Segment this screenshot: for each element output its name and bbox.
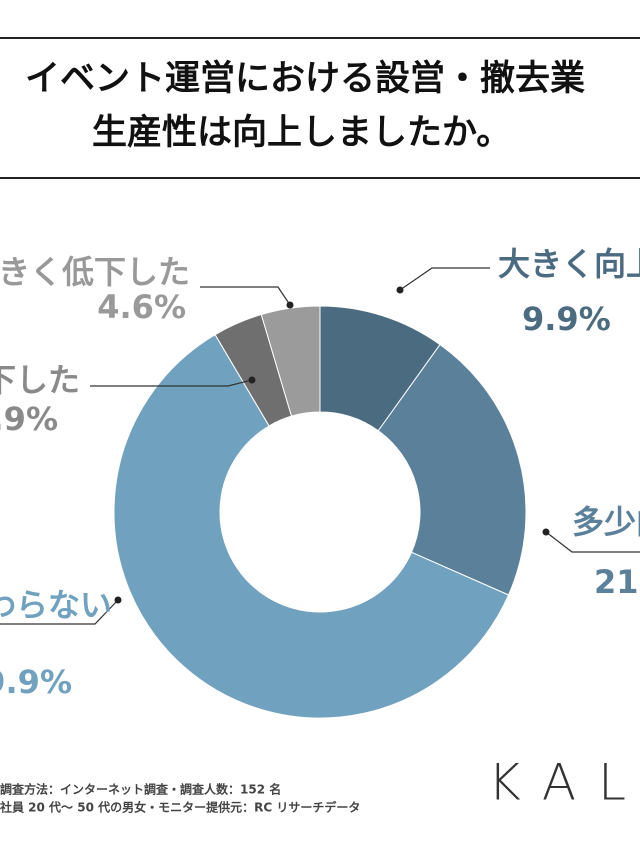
leader-dot <box>286 301 294 309</box>
title-line: 生産性は向上しましたか。 <box>92 113 511 153</box>
slice-value-label: 21.7% <box>594 563 640 601</box>
leader-dot <box>248 376 256 384</box>
slice-name: 変わらない <box>0 586 112 624</box>
logo: KAL <box>488 754 640 812</box>
donut-slice <box>113 334 510 719</box>
footnote: 社員 20 代〜 50 代の男女・モニター提供元：RC リサーチデータ <box>0 800 360 815</box>
slice-name: 多少低下した <box>0 361 80 399</box>
slice-name: 大きく向上した <box>498 245 640 283</box>
leader-line <box>0 599 119 625</box>
slice-value-label: 9.9% <box>522 300 611 338</box>
leader-line <box>90 379 253 387</box>
slice-value-label: 3.9% <box>0 400 58 438</box>
leader-dot <box>396 286 404 294</box>
slice-name: 多少向上した <box>572 503 640 541</box>
leader-line <box>200 286 291 306</box>
slice-value-label: 59.9% <box>0 663 72 701</box>
donut-slice <box>260 305 321 417</box>
leader-line <box>399 267 490 291</box>
leader-dot <box>542 528 550 536</box>
title-line: イベント運営における設営・撤去業 <box>25 59 585 99</box>
slice-value-label: 4.6% <box>97 288 186 326</box>
footnote: 調査方法：インターネット調査・調査人数：152 名 <box>0 782 281 797</box>
donut-slice <box>377 343 527 596</box>
leader-line <box>545 531 640 553</box>
slice-name: 大きく低下した <box>0 253 190 291</box>
leader-dot <box>114 596 122 604</box>
